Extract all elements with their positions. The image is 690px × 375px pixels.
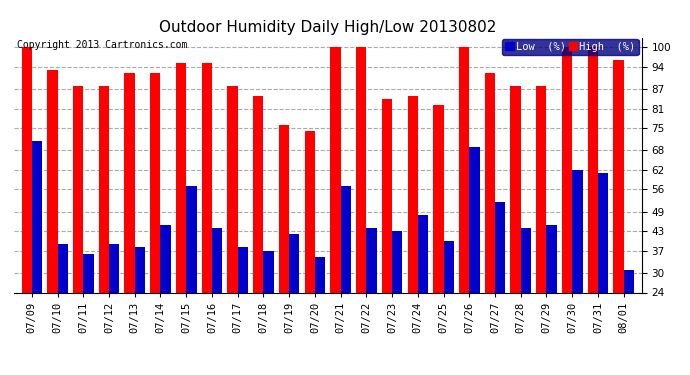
Bar <box>511 86 521 370</box>
Bar <box>546 225 557 370</box>
Bar <box>536 86 546 370</box>
Bar <box>588 47 598 370</box>
Bar <box>83 254 94 370</box>
Bar <box>237 247 248 370</box>
Bar <box>228 86 237 370</box>
Bar <box>186 186 197 370</box>
Bar <box>99 86 109 370</box>
Bar <box>408 96 418 370</box>
Bar <box>433 105 444 370</box>
Bar <box>150 73 161 370</box>
Bar <box>289 234 299 370</box>
Bar <box>521 228 531 370</box>
Bar <box>469 147 480 370</box>
Bar <box>161 225 171 370</box>
Bar <box>613 60 624 370</box>
Bar <box>264 251 274 370</box>
Bar <box>47 70 57 370</box>
Bar <box>212 228 222 370</box>
Bar <box>124 73 135 370</box>
Bar <box>366 228 377 370</box>
Bar <box>135 247 145 370</box>
Bar <box>331 47 341 370</box>
Bar <box>495 202 505 370</box>
Bar <box>598 173 609 370</box>
Bar <box>57 244 68 370</box>
Bar <box>176 63 186 370</box>
Text: Copyright 2013 Cartronics.com: Copyright 2013 Cartronics.com <box>17 40 187 50</box>
Bar <box>315 257 325 370</box>
Bar <box>21 47 32 370</box>
Bar <box>341 186 351 370</box>
Bar <box>418 215 428 370</box>
Bar <box>253 96 264 370</box>
Bar <box>201 63 212 370</box>
Bar <box>356 47 366 370</box>
Bar <box>572 170 582 370</box>
Bar <box>304 131 315 370</box>
Bar <box>32 141 42 370</box>
Bar <box>392 231 402 370</box>
Bar <box>444 241 454 370</box>
Bar <box>624 270 634 370</box>
Bar <box>562 47 572 370</box>
Bar <box>459 47 469 370</box>
Legend: Low  (%), High  (%): Low (%), High (%) <box>502 39 638 55</box>
Title: Outdoor Humidity Daily High/Low 20130802: Outdoor Humidity Daily High/Low 20130802 <box>159 20 496 35</box>
Bar <box>73 86 83 370</box>
Bar <box>485 73 495 370</box>
Bar <box>279 124 289 370</box>
Bar <box>109 244 119 370</box>
Bar <box>382 99 392 370</box>
